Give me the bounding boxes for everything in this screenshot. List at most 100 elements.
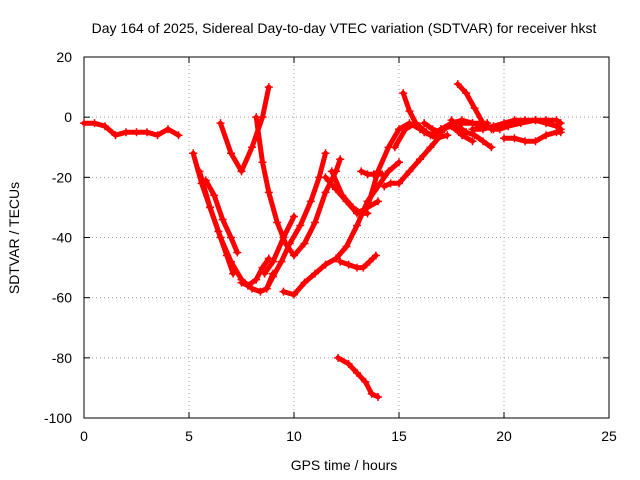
chart-title: Day 164 of 2025, Sidereal Day-to-day VTE… (92, 20, 597, 36)
series-line-s1 (81, 120, 181, 138)
data-point (462, 128, 471, 137)
data-point (353, 368, 361, 377)
data-point (300, 239, 309, 248)
data-point (556, 119, 565, 128)
data-point (353, 221, 361, 230)
data-point (521, 116, 529, 125)
data-point (285, 239, 294, 248)
data-point (269, 257, 277, 266)
y-tick-label: -60 (52, 290, 72, 306)
data-point (489, 122, 498, 131)
data-point (386, 179, 395, 188)
data-point (132, 128, 141, 137)
data-point (552, 116, 561, 125)
data-point (500, 134, 508, 143)
data-point (218, 215, 227, 224)
data-point (258, 158, 267, 167)
data-point (359, 263, 368, 272)
data-point (510, 116, 519, 125)
y-tick-label: -100 (44, 410, 72, 426)
data-point (174, 131, 183, 140)
data-point (374, 167, 382, 176)
data-point (344, 260, 353, 269)
data-point (420, 119, 429, 128)
data-point (279, 233, 288, 242)
data-point (367, 389, 376, 398)
data-point (243, 281, 252, 290)
data-point (290, 290, 298, 299)
data-point (380, 182, 389, 191)
data-point (468, 137, 477, 146)
data-point (428, 125, 437, 134)
data-point (264, 188, 273, 197)
data-point (248, 284, 256, 293)
data-point (201, 176, 210, 185)
data-point (468, 125, 477, 134)
data-point (101, 122, 109, 131)
data-point (420, 128, 429, 137)
data-point (437, 128, 445, 137)
x-tick-label: 0 (80, 428, 88, 444)
data-point (500, 119, 508, 128)
data-point (311, 218, 319, 227)
data-point (462, 89, 471, 98)
data-point (237, 278, 246, 287)
data-point (332, 254, 340, 263)
data-point (321, 149, 330, 158)
data-point (357, 167, 366, 176)
data-point (338, 191, 347, 200)
x-tick-label: 5 (185, 428, 193, 444)
data-point (531, 116, 540, 125)
data-point (361, 377, 370, 386)
data-point (300, 278, 309, 287)
y-tick-label: -80 (52, 350, 72, 366)
series-line-s9 (264, 150, 328, 292)
data-series (80, 80, 565, 401)
data-point (432, 134, 441, 143)
series-line-s5 (218, 84, 272, 174)
data-point (401, 125, 410, 134)
series-line-s7 (253, 114, 343, 258)
data-point (470, 104, 479, 113)
data-point (321, 173, 330, 182)
data-point (399, 89, 408, 98)
data-point (390, 143, 399, 152)
data-point (233, 248, 242, 257)
data-point (453, 122, 462, 131)
data-point (405, 107, 414, 116)
data-point (556, 128, 565, 137)
x-tick-label: 20 (496, 428, 512, 444)
data-point (487, 143, 496, 152)
data-point (371, 251, 380, 260)
data-point (510, 134, 519, 143)
series-line-s8 (262, 213, 297, 277)
data-point (80, 119, 88, 128)
x-tick-label: 25 (601, 428, 617, 444)
data-point (327, 167, 336, 176)
data-point (374, 197, 382, 206)
gridlines (84, 57, 609, 418)
data-point (311, 269, 319, 278)
data-point (470, 131, 479, 140)
data-point (122, 128, 130, 137)
data-point (227, 233, 235, 242)
y-tick-label: -20 (52, 169, 72, 185)
y-tick-label: 0 (64, 109, 72, 125)
data-point (264, 254, 273, 263)
data-point (321, 188, 330, 197)
data-point (395, 158, 403, 167)
data-point (479, 125, 487, 134)
data-point (153, 131, 162, 140)
axis-ticks: 0 5 10 15 20 25 20 0 -20 -40 -60 -80 -100 (44, 49, 617, 444)
y-tick-label: 20 (56, 49, 72, 65)
x-axis-label: GPS time / hours (291, 457, 398, 473)
data-point (342, 242, 351, 251)
data-point (277, 257, 286, 266)
data-point (411, 119, 420, 128)
data-point (336, 155, 345, 164)
data-point (334, 353, 343, 362)
data-point (395, 179, 403, 188)
data-point (256, 287, 265, 296)
data-point (458, 116, 466, 125)
series-line-s24 (501, 129, 564, 144)
